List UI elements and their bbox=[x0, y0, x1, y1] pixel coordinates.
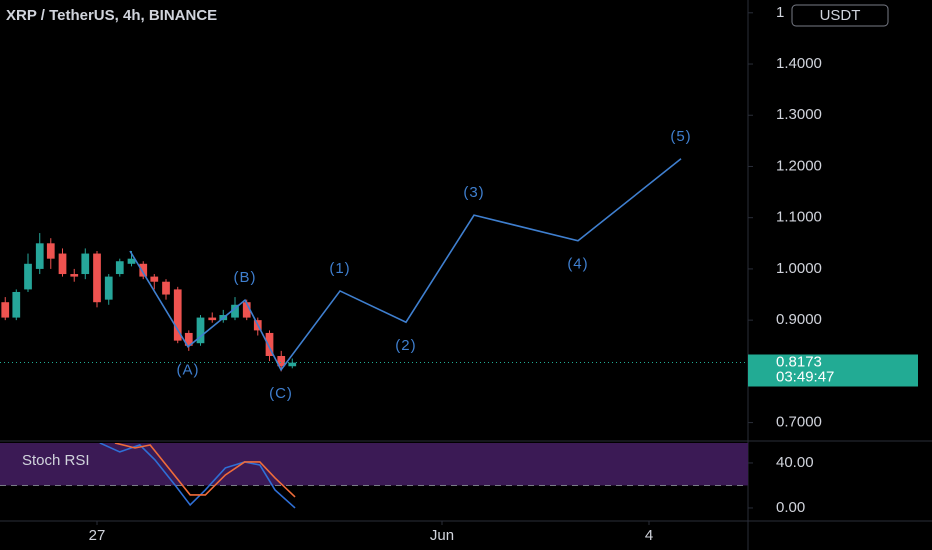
last-price-label: 0.8173 bbox=[776, 353, 822, 370]
y-tick-label: 0.00 bbox=[776, 499, 805, 516]
y-tick-label: 1 bbox=[776, 4, 784, 21]
candle-body bbox=[115, 261, 124, 275]
countdown: 03:49:47 bbox=[776, 368, 834, 385]
y-tick-label: 1.0000 bbox=[776, 260, 822, 277]
candle-body bbox=[184, 332, 193, 346]
x-tick-label: 4 bbox=[645, 527, 653, 544]
currency-label: USDT bbox=[820, 7, 861, 24]
candle-body bbox=[242, 302, 251, 318]
wave-line bbox=[129, 158, 682, 372]
indicator-title: Stoch RSI bbox=[22, 452, 90, 469]
candle-body bbox=[12, 291, 21, 318]
x-tick-label: Jun bbox=[430, 527, 454, 544]
wave-label: (B) bbox=[234, 269, 257, 286]
candle-body bbox=[208, 317, 217, 321]
candle-body bbox=[288, 362, 297, 367]
wave-label: (1) bbox=[329, 260, 350, 277]
candle-body bbox=[93, 253, 101, 303]
wave-label: (4) bbox=[567, 256, 588, 273]
candle-body bbox=[127, 258, 136, 264]
candle-body bbox=[277, 355, 286, 367]
y-tick-label: 0.7000 bbox=[776, 414, 822, 431]
y-tick-label: 1.4000 bbox=[776, 55, 822, 72]
candle-body bbox=[173, 289, 182, 341]
last-price-badge bbox=[748, 354, 918, 387]
candle-body bbox=[104, 276, 113, 300]
wave-label: (C) bbox=[269, 385, 293, 402]
stoch-line bbox=[99, 443, 296, 509]
currency-badge[interactable] bbox=[791, 4, 889, 27]
candle-body bbox=[139, 263, 148, 277]
candle-body bbox=[35, 243, 44, 269]
candle-body bbox=[162, 281, 170, 295]
candle-body bbox=[150, 276, 159, 282]
chart-title: XRP / TetherUS, 4h, BINANCE bbox=[6, 7, 217, 24]
candle-body bbox=[58, 253, 67, 275]
y-tick-label: 1.1000 bbox=[776, 209, 822, 226]
wave-label: (2) bbox=[395, 337, 416, 354]
candle-body bbox=[231, 304, 239, 318]
candle-body bbox=[265, 332, 274, 356]
wave-label: (5) bbox=[670, 128, 691, 145]
wave-label: (3) bbox=[463, 184, 484, 201]
candle-body bbox=[24, 263, 32, 290]
candle-body bbox=[196, 317, 205, 344]
candle-body bbox=[70, 274, 79, 277]
y-tick-label: 1.3000 bbox=[776, 106, 822, 123]
y-tick-label: 0.9000 bbox=[776, 311, 822, 328]
y-tick-label: 40.00 bbox=[776, 454, 814, 471]
wave-label: (A) bbox=[177, 362, 200, 379]
x-tick-label: 27 bbox=[89, 527, 106, 544]
candle-body bbox=[46, 243, 55, 259]
y-tick-label: 1.2000 bbox=[776, 157, 822, 174]
candle-body bbox=[81, 253, 90, 275]
stoch-line bbox=[114, 443, 296, 498]
candle-body bbox=[1, 302, 10, 318]
